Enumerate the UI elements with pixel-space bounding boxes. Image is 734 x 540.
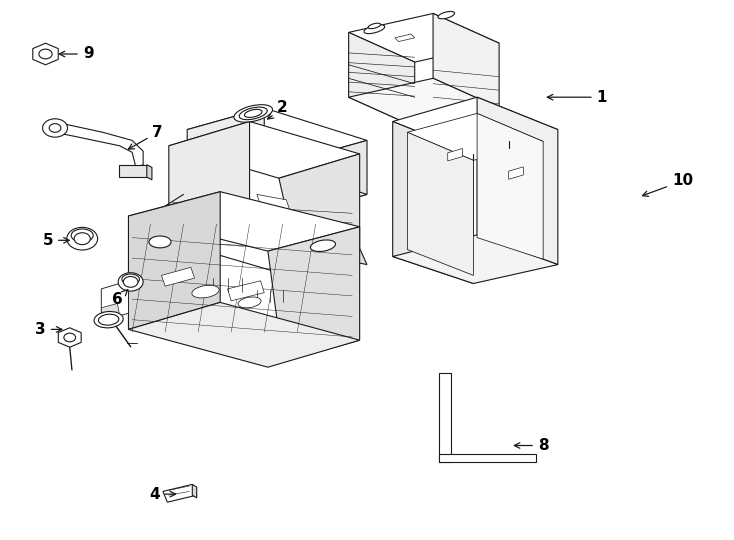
Polygon shape [290, 140, 367, 216]
Polygon shape [395, 34, 415, 42]
Polygon shape [349, 14, 499, 62]
Polygon shape [448, 148, 462, 161]
Polygon shape [187, 108, 367, 162]
Circle shape [74, 233, 90, 245]
Polygon shape [257, 194, 290, 211]
Text: 10: 10 [642, 173, 693, 197]
Polygon shape [187, 162, 367, 216]
Polygon shape [393, 97, 558, 154]
Polygon shape [349, 32, 415, 127]
Ellipse shape [239, 107, 267, 120]
Ellipse shape [149, 236, 171, 248]
Ellipse shape [94, 312, 123, 328]
Polygon shape [187, 108, 264, 184]
Polygon shape [439, 373, 451, 462]
Circle shape [39, 49, 52, 59]
Circle shape [64, 333, 76, 342]
Ellipse shape [238, 297, 261, 308]
Polygon shape [147, 165, 152, 180]
Ellipse shape [368, 23, 380, 29]
Polygon shape [119, 165, 147, 177]
Ellipse shape [67, 227, 98, 250]
Polygon shape [268, 227, 360, 362]
Ellipse shape [71, 229, 93, 242]
Polygon shape [101, 281, 128, 321]
Polygon shape [46, 122, 143, 167]
Text: 3: 3 [35, 322, 62, 337]
Ellipse shape [364, 25, 385, 33]
Polygon shape [439, 454, 536, 462]
Polygon shape [477, 97, 558, 265]
Polygon shape [33, 43, 58, 65]
Text: 4: 4 [149, 487, 175, 502]
Polygon shape [169, 216, 360, 273]
Polygon shape [128, 302, 360, 367]
Polygon shape [101, 303, 120, 320]
Text: 6: 6 [112, 289, 128, 307]
Polygon shape [128, 192, 360, 251]
Ellipse shape [98, 314, 119, 325]
Polygon shape [509, 167, 523, 179]
Ellipse shape [438, 11, 454, 19]
Polygon shape [279, 154, 360, 275]
Polygon shape [393, 122, 473, 284]
Polygon shape [349, 78, 499, 127]
Polygon shape [477, 113, 543, 259]
Polygon shape [128, 192, 220, 329]
Polygon shape [58, 328, 81, 347]
Ellipse shape [244, 110, 262, 117]
Polygon shape [161, 267, 195, 286]
Text: 8: 8 [515, 438, 548, 453]
Circle shape [123, 276, 138, 287]
Ellipse shape [118, 273, 143, 291]
Text: 1: 1 [548, 90, 607, 105]
Circle shape [49, 124, 61, 132]
Ellipse shape [234, 105, 272, 122]
Polygon shape [228, 281, 264, 301]
Polygon shape [407, 113, 543, 160]
Circle shape [43, 119, 68, 137]
Polygon shape [169, 122, 250, 240]
Polygon shape [407, 132, 473, 275]
Ellipse shape [192, 285, 219, 298]
Ellipse shape [310, 240, 335, 252]
Text: 5: 5 [43, 233, 69, 248]
Text: 2: 2 [268, 100, 288, 119]
Text: 9: 9 [59, 46, 93, 62]
Polygon shape [393, 235, 558, 284]
Polygon shape [433, 14, 499, 108]
Text: 7: 7 [128, 125, 163, 149]
Polygon shape [283, 232, 367, 265]
Polygon shape [192, 484, 197, 498]
Ellipse shape [122, 274, 139, 284]
Polygon shape [169, 122, 360, 178]
Polygon shape [163, 484, 197, 502]
